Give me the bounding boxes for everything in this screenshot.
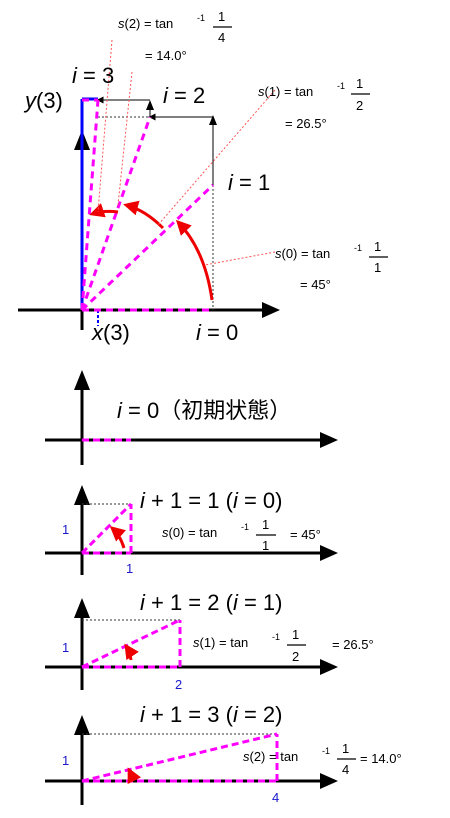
panel3-x-label: 4 (272, 790, 279, 805)
vector-i2 (80, 116, 152, 311)
i3-label: i = 3 (72, 63, 114, 88)
panel1-x-label: 1 (126, 561, 133, 576)
svg-text:1: 1 (374, 260, 381, 275)
vector-i3 (80, 99, 100, 311)
svg-text:= 45°: = 45° (300, 277, 331, 292)
panel2-title: i + 1 = 2 (i = 1) (140, 590, 282, 615)
svg-text:2: 2 (292, 649, 299, 664)
x3-label: x(3) (91, 320, 130, 345)
svg-text:4: 4 (342, 762, 349, 777)
formula-s1: s(1) = tan -1 1 2 = 26.5° (258, 76, 370, 131)
svg-text:-1: -1 (337, 81, 345, 91)
svg-text:= 14.0°: = 14.0° (360, 751, 402, 766)
svg-text:s(0) = tan: s(0) = tan (275, 246, 330, 261)
i2-label: i = 2 (163, 83, 205, 108)
vector-i1 (80, 183, 215, 312)
formula-s0: s(0) = tan -1 1 1 = 45° (275, 239, 388, 292)
formula-s2: s(2) = tan -1 1 4 = 14.0° (118, 9, 232, 63)
panel-i3: 1 4 i + 1 = 3 (i = 2) s(2) = tan -1 1 4 … (45, 702, 402, 805)
svg-text:-1: -1 (272, 632, 280, 642)
rotation-vectors (80, 98, 215, 312)
svg-text:-1: -1 (241, 522, 249, 532)
rotation-arcs (89, 200, 214, 301)
svg-text:s(1) = tan: s(1) = tan (258, 84, 313, 99)
svg-text:s(1) = tan: s(1) = tan (193, 635, 248, 650)
svg-text:1: 1 (292, 627, 299, 642)
svg-text:= 26.5°: = 26.5° (332, 637, 374, 652)
svg-text:2: 2 (356, 98, 363, 113)
svg-text:-1: -1 (197, 13, 205, 23)
main-rotation-diagram: y(3) x(3) i = 3 i = 2 i = 1 i = 0 s(2) =… (18, 9, 388, 345)
panel-i0: i = 0（初期状態） (45, 370, 338, 465)
svg-text:s(2) = tan: s(2) = tan (118, 16, 173, 31)
svg-text:1: 1 (262, 538, 269, 553)
panel3-title: i + 1 = 3 (i = 2) (140, 702, 282, 727)
svg-text:4: 4 (218, 30, 225, 45)
arc-s0 (175, 219, 214, 301)
panel-i1: 1 1 i + 1 = 1 (i = 0) s(0) = tan -1 1 1 … (45, 485, 338, 576)
svg-text:1: 1 (262, 517, 269, 532)
panel1-formula: s(0) = tan -1 1 1 = 45° (162, 517, 321, 553)
arc-s2 (89, 203, 119, 218)
svg-text:= 14.0°: = 14.0° (145, 48, 187, 63)
panel2-formula: s(1) = tan -1 1 2 = 26.5° (193, 627, 374, 664)
svg-text:1: 1 (356, 76, 363, 91)
svg-text:= 26.5°: = 26.5° (285, 116, 327, 131)
svg-text:1: 1 (374, 239, 381, 254)
svg-text:1: 1 (342, 741, 349, 756)
i1-label: i = 1 (228, 170, 270, 195)
svg-text:-1: -1 (322, 746, 330, 756)
svg-text:s(2) = tan: s(2) = tan (243, 749, 298, 764)
panel1-y-label: 1 (62, 522, 69, 537)
svg-text:-1: -1 (354, 243, 362, 253)
panel0-title: i = 0（初期状態） (117, 398, 291, 423)
svg-text:= 45°: = 45° (290, 527, 321, 542)
panel1-title: i + 1 = 1 (i = 0) (140, 488, 282, 513)
y3-label: y(3) (23, 88, 63, 113)
arc-s1 (123, 200, 165, 230)
x-axis-arrowhead (262, 302, 280, 318)
svg-text:s(0) = tan: s(0) = tan (162, 525, 217, 540)
panel-i2: 1 2 i + 1 = 2 (i = 1) s(1) = tan -1 1 2 … (45, 590, 374, 692)
leader-lines (97, 39, 276, 266)
panel3-formula: s(2) = tan -1 1 4 = 14.0° (243, 741, 402, 777)
svg-text:1: 1 (218, 9, 225, 24)
panel2-x-label: 2 (175, 677, 182, 692)
i0-label: i = 0 (196, 320, 238, 345)
panel2-y-label: 1 (62, 640, 69, 655)
panel3-y-label: 1 (62, 753, 69, 768)
